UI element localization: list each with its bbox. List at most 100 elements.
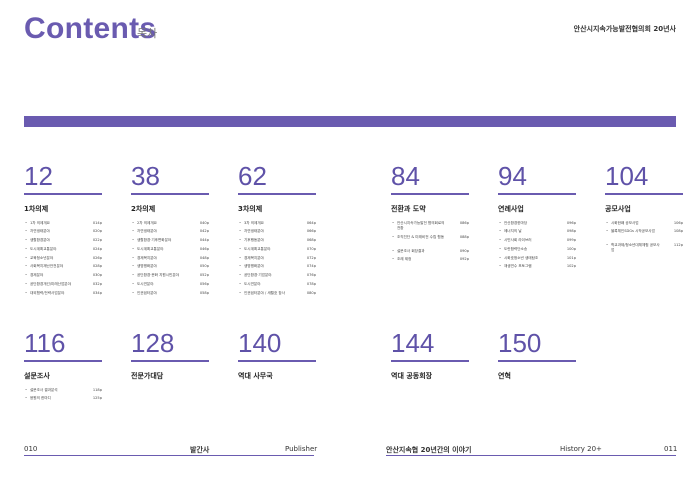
item-label: 자연생태분야 [30,229,50,234]
list-item[interactable]: • 사회복지재난안전분야 028p [24,264,102,273]
section-rule [238,360,316,362]
bullet-icon: • [25,282,28,287]
list-item[interactable]: • 인권쉼터분야 / 세월호 참사 080p [238,291,316,305]
list-item[interactable]: • 조직진단 & 미래비전 수립 협동 088p [391,235,469,249]
list-item[interactable]: • 에너지의 날 098p [498,229,576,238]
list-item[interactable]: • 도시연분야 078p [238,282,316,291]
list-item[interactable]: • 도시계획교통분야 070p [238,247,316,256]
item-page: 108p [673,229,683,234]
list-item[interactable]: • 안산환경한마당 096p [498,221,576,230]
item-label: 시화호청소년 생태탐조 [504,255,539,260]
list-item[interactable]: • 설문조사 결과분석 118p [24,388,102,397]
list-item[interactable]: • 경제분야 030p [24,273,102,282]
list-item[interactable]: • 생활환경·기후변화분야 044p [131,238,209,247]
section-84: 84 전환과 도약 • 안산시지속가능발전 협의회로의 전환 086p • 조직진단 & 미… [391,163,469,266]
bullet-icon: • [239,264,242,269]
list-item[interactable]: • 경제복지분야 048p [131,256,209,265]
list-item[interactable]: • 시민사회 라이브러 099p [498,238,576,247]
list-item[interactable]: • 도시연분야 056p [131,282,209,291]
bullet-icon: • [499,229,502,234]
bullet-icon: • [392,257,395,262]
list-item[interactable]: • 2차 의제개요 040p [131,221,209,230]
section-116: 116 설문조사 • 설문조사 결과분석 118p • 응원의 한마디 125p [24,330,102,405]
list-item[interactable]: • 설문조사 회장결과 090p [391,249,469,258]
section-item-list: • 안산시지속가능발전 협의회로의 전환 086p • 조직진단 & 미래비전 수립 협… [391,221,469,267]
list-item[interactable]: • 학교과제/청소년대체체험 공모사업 112p [605,243,683,257]
accent-band [24,116,676,127]
list-item[interactable]: • 도시계획교통분야 046p [131,247,209,256]
bullet-icon: • [132,273,135,278]
item-label: 인권쉼터분야 [137,290,157,295]
list-item[interactable]: • 시화호청소년 생태탐조 101p [498,256,576,265]
list-item[interactable]: • 자연생태분야 066p [238,229,316,238]
list-item[interactable]: • 생명평화분야 074p [238,264,316,273]
list-item[interactable]: • 자연생태분야 042p [131,229,209,238]
list-item[interactable]: • 공단환경·기업분야 076p [238,273,316,282]
section-rule [498,360,576,362]
item-label: 2차 의제개요 [137,220,157,225]
section-item-list: • 시화한째 공모사업 106p • 블록체인SDGs 시작공모사업 108p • 학교과제/… [605,221,683,258]
item-page: 030p [92,273,102,278]
bullet-icon: • [606,220,609,225]
list-item[interactable]: • 교육청소년분야 026p [24,256,102,265]
bullet-icon: • [132,238,135,243]
left-chapter-en: Publisher [285,445,318,453]
item-page: 086p [459,220,469,225]
item-label: 도시계획교통분야 [244,246,271,251]
bullet-icon: • [132,229,135,234]
section-page-number: 150 [498,328,542,358]
list-item[interactable]: • 블록체인SDGs 시작공모사업 108p [605,229,683,243]
item-page: 066p [306,229,316,234]
list-item[interactable]: • 조례 제정 092p [391,257,469,266]
bullet-icon: • [239,220,242,225]
item-page: 088p [459,234,469,239]
bullet-icon: • [606,229,609,234]
bullet-icon: • [392,234,395,239]
list-item[interactable]: • 응원의 한마디 125p [24,396,102,405]
item-label: 조직진단 & 미래비전 수립 협동 [397,234,445,239]
bullet-icon: • [132,282,135,287]
item-page: 022p [92,238,102,243]
item-page: 028p [92,264,102,269]
section-rule [24,360,102,362]
item-page: 099p [566,238,576,243]
item-label: 도시계획교통분야 [30,246,57,251]
list-item[interactable]: • 공단환경개선/미래산업분야 032p [24,282,102,291]
section-title: 전환과 도약 [391,204,426,213]
list-item[interactable]: • 대외협력/전략사업분야 034p [24,291,102,300]
list-item[interactable]: • 경제복지분야 072p [238,256,316,265]
list-item[interactable]: • 자연생태분야 020p [24,229,102,238]
section-title: 2차의제 [131,204,156,213]
list-item[interactable]: • 공단환경·문화 지원시민분야 052p [131,273,209,282]
list-item[interactable]: • 3차 의제개요 064p [238,221,316,230]
list-item[interactable]: • 생활환경분야 022p [24,238,102,247]
list-item[interactable]: • 안산시지속가능발전 협의회로의 전환 086p [391,221,469,235]
item-label: 에너지의 날 [504,229,522,234]
bullet-icon: • [392,248,395,253]
list-item[interactable]: • 1차 의제개요 014p [24,221,102,230]
section-150: 150 연혁 [498,330,576,381]
section-title: 역대 사무국 [238,371,273,380]
item-page: 042p [199,229,209,234]
list-item[interactable]: • 시화한째 공모사업 106p [605,221,683,230]
section-page-number: 144 [391,328,435,358]
list-item[interactable]: • 도란합력단소송 100p [498,247,576,256]
section-item-list: • 1차 의제개요 014p • 자연생태분야 020p • 생활환경분야 022p • 도시계획교… [24,221,102,300]
list-item[interactable]: • 인권쉼터분야 058p [131,291,209,300]
section-title: 3차의제 [238,204,263,213]
item-page: 014p [92,220,102,225]
bullet-icon: • [25,396,28,401]
item-page: 058p [199,290,209,295]
item-label: 블록체인SDGs 시작공모사업 [611,229,655,234]
list-item[interactable]: • 기후행동분야 068p [238,238,316,247]
list-item[interactable]: • 도시계획교통분야 024p [24,247,102,256]
item-page: 032p [92,282,102,287]
section-page-number: 94 [498,161,527,191]
bullet-icon: • [25,387,28,392]
list-item[interactable]: • 생명평화분야 050p [131,264,209,273]
bullet-icon: • [132,220,135,225]
page-title: Contents [24,12,157,45]
item-label: 설문조사 결과분석 [30,387,58,392]
list-item[interactable]: • 재생연수 포토그램 102p [498,264,576,273]
section-104: 104 공모사업 • 시화한째 공모사업 106p • 블록체인SDGs 시작공모사업 108… [605,163,683,257]
